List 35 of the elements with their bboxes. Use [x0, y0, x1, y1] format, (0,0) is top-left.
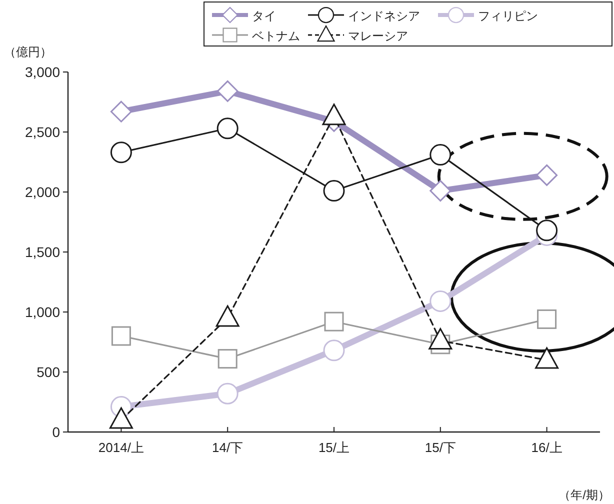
point [324, 312, 344, 332]
point [536, 220, 558, 242]
y-tick-label: 1,000 [24, 304, 60, 320]
point [111, 326, 131, 346]
point [216, 382, 238, 404]
x-tick-label: 16/上 [531, 440, 562, 455]
point [430, 180, 452, 202]
point [216, 80, 238, 102]
point [218, 349, 238, 369]
legend-label: インドネシア [348, 9, 420, 23]
point [110, 142, 132, 164]
x-tick-label: 15/上 [318, 440, 350, 455]
legend-label: ベトナム [252, 29, 300, 43]
y-tick-label: 2,500 [24, 124, 60, 140]
y-tick-label: 3,000 [24, 64, 60, 80]
point [536, 164, 558, 186]
point [216, 118, 238, 140]
y-tick-label: 2,000 [24, 184, 60, 200]
point [323, 180, 345, 202]
y-axis-title: （億円） [4, 45, 52, 59]
point [110, 100, 132, 122]
x-tick-label: 2014/上 [98, 440, 144, 455]
x-tick-label: 15/下 [424, 440, 456, 455]
point [430, 290, 452, 312]
y-tick-label: 0 [52, 424, 60, 440]
x-tick-label: 14/下 [212, 440, 244, 455]
legend-label: タイ [252, 9, 276, 23]
x-axis-title: （年/期） [558, 488, 610, 502]
point [537, 309, 557, 329]
y-tick-label: 500 [36, 364, 60, 380]
legend-label: フィリピン [478, 9, 538, 23]
y-tick-label: 1,500 [24, 244, 60, 260]
point [323, 340, 345, 362]
legend-label: マレーシア [348, 29, 408, 43]
point [430, 144, 452, 166]
